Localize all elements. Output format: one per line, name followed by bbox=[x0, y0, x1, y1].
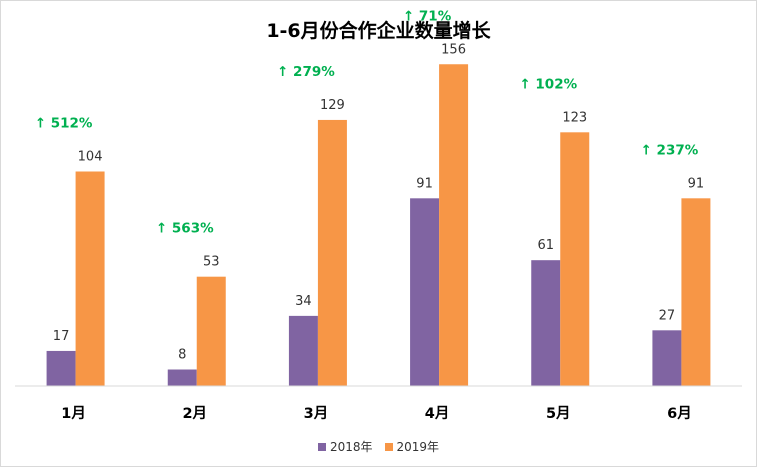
x-tick-label: 2月 bbox=[182, 405, 207, 422]
x-tick-label: 5月 bbox=[546, 405, 571, 422]
data-label: 91 bbox=[416, 176, 433, 191]
legend-label-2019: 2019年 bbox=[396, 440, 440, 454]
bar-2018年-5月 bbox=[531, 260, 561, 386]
growth-label: ↑ 102% bbox=[519, 76, 577, 92]
data-label: 104 bbox=[78, 150, 103, 165]
data-label: 123 bbox=[562, 110, 587, 125]
x-tick-label: 6月 bbox=[667, 405, 692, 422]
bar-2019年-4月 bbox=[439, 64, 469, 386]
growth-label: ↑ 279% bbox=[277, 64, 335, 80]
data-label: 53 bbox=[203, 255, 220, 270]
growth-label: ↑ 71% bbox=[403, 8, 452, 24]
bar-2018年-2月 bbox=[167, 369, 197, 386]
data-label: 27 bbox=[659, 308, 676, 323]
bar-2018年-6月 bbox=[652, 330, 682, 386]
data-label: 17 bbox=[53, 329, 70, 344]
data-label: 91 bbox=[688, 176, 705, 191]
legend-item-2018: 2018年 bbox=[317, 438, 373, 455]
x-tick-label: 4月 bbox=[425, 405, 450, 422]
bar-2019年-1月 bbox=[75, 171, 105, 386]
data-label: 129 bbox=[320, 98, 345, 113]
bar-2019年-2月 bbox=[196, 276, 226, 386]
x-tick-label: 1月 bbox=[61, 405, 86, 422]
x-tick-label: 3月 bbox=[304, 405, 329, 422]
legend: 2018年 2019年 bbox=[0, 438, 757, 455]
chart-title: 1-6月份合作企业数量增长 bbox=[266, 20, 491, 42]
legend-item-2019: 2019年 bbox=[384, 438, 440, 455]
growth-label: ↑ 237% bbox=[641, 142, 699, 158]
bar-2019年-6月 bbox=[681, 198, 711, 386]
data-label: 8 bbox=[178, 348, 186, 363]
data-label: 156 bbox=[441, 42, 466, 57]
legend-swatch-2019 bbox=[384, 442, 393, 451]
growth-label: ↑ 512% bbox=[35, 116, 93, 132]
bar-2018年-4月 bbox=[410, 198, 440, 386]
bar-2018年-3月 bbox=[288, 315, 318, 386]
data-label: 34 bbox=[295, 294, 312, 309]
growth-label: ↑ 563% bbox=[156, 221, 214, 237]
bar-2018年-1月 bbox=[46, 350, 76, 386]
bar-2019年-3月 bbox=[317, 119, 347, 386]
legend-swatch-2018 bbox=[317, 442, 326, 451]
legend-label-2018: 2018年 bbox=[329, 440, 373, 454]
data-label: 61 bbox=[537, 238, 554, 253]
bar-2019年-5月 bbox=[560, 132, 590, 386]
